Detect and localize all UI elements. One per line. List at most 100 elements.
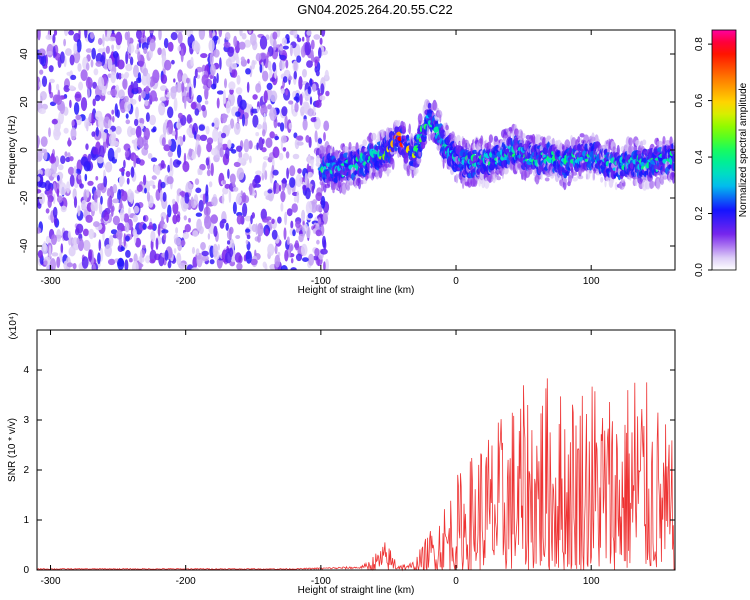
track-halo-blob: [401, 126, 407, 135]
noise-blob: [284, 249, 289, 262]
noise-blob: [141, 42, 149, 51]
track-halo-blob: [635, 139, 641, 147]
noise-blob: [150, 230, 156, 242]
noise-blob: [176, 160, 182, 165]
noise-blob: [177, 144, 182, 158]
noise-blob: [235, 111, 241, 117]
noise-blob: [85, 48, 93, 53]
bottom-x-tick-label: -300: [41, 576, 61, 587]
noise-blob: [121, 73, 124, 79]
noise-blob: [278, 60, 286, 70]
noise-blob: [245, 228, 251, 233]
noise-blob: [255, 170, 262, 176]
noise-blob: [68, 30, 75, 36]
noise-blob: [279, 54, 287, 61]
noise-blob: [191, 40, 199, 52]
noise-blob: [255, 223, 258, 236]
noise-blob: [281, 37, 287, 46]
track-core-blob: [403, 154, 409, 164]
noise-blob: [129, 56, 134, 66]
noise-blob: [60, 51, 65, 64]
noise-blob: [305, 135, 310, 143]
track-halo-blob: [350, 145, 357, 153]
noise-blob: [63, 38, 66, 47]
noise-blob: [145, 85, 150, 95]
noise-blob: [229, 173, 236, 185]
noise-blob: [211, 83, 217, 90]
noise-blob: [105, 161, 113, 173]
noise-blob: [269, 131, 276, 139]
noise-blob: [244, 215, 252, 222]
noise-blob: [82, 228, 89, 237]
noise-blob: [37, 135, 40, 149]
noise-blob: [300, 45, 306, 58]
noise-blob: [272, 62, 277, 72]
noise-blob: [105, 45, 110, 54]
noise-blob: [232, 181, 236, 188]
noise-blob: [231, 68, 238, 78]
noise-blob: [49, 155, 57, 164]
noise-blob: [282, 147, 287, 152]
noise-blob: [284, 114, 288, 129]
noise-blob: [314, 59, 319, 69]
noise-blob: [37, 250, 43, 259]
noise-blob: [93, 68, 99, 76]
noise-blob: [305, 187, 311, 200]
noise-blob: [74, 91, 82, 102]
track-halo-blob: [656, 140, 663, 146]
noise-blob: [144, 187, 147, 194]
colorbar: [711, 29, 737, 271]
track-halo-blob: [391, 158, 395, 170]
noise-blob: [73, 196, 78, 209]
noise-blob: [201, 255, 209, 262]
noise-blob: [249, 183, 253, 196]
top-x-tick-label: 100: [583, 276, 600, 287]
track-halo-blob: [434, 116, 439, 121]
noise-blob: [142, 244, 146, 249]
track-halo-blob: [450, 131, 456, 143]
top-y-tick-label: 20: [19, 96, 30, 108]
track-halo-blob: [496, 176, 502, 181]
noise-blob: [65, 156, 71, 163]
noise-blob: [123, 213, 130, 223]
top-y-tick-label: 40: [19, 48, 30, 60]
noise-blob: [313, 255, 319, 261]
noise-blob: [206, 137, 214, 145]
noise-blob: [315, 192, 323, 202]
noise-blob: [310, 117, 317, 123]
noise-blob: [225, 222, 229, 231]
noise-blob: [264, 263, 268, 270]
noise-blob: [188, 184, 194, 189]
bottom-y-tick-label: 0: [23, 565, 29, 576]
noise-blob: [85, 214, 93, 223]
noise-blob: [240, 56, 245, 62]
noise-blob: [103, 211, 110, 222]
noise-blob: [284, 211, 288, 226]
noise-blob: [270, 77, 276, 82]
noise-blob: [216, 90, 224, 95]
track-halo-blob: [664, 140, 671, 147]
noise-blob: [163, 232, 167, 241]
noise-blob: [221, 114, 229, 119]
noise-blob: [231, 149, 237, 154]
noise-blob: [302, 257, 309, 262]
noise-blob: [205, 157, 210, 166]
noise-blob: [195, 134, 201, 142]
noise-blob: [65, 48, 72, 56]
noise-blob: [227, 124, 232, 131]
noise-blob: [212, 35, 219, 41]
noise-blob: [201, 250, 209, 257]
noise-blob: [272, 146, 280, 159]
noise-blob: [104, 244, 112, 257]
noise-blob: [200, 242, 206, 251]
noise-blob: [205, 125, 210, 135]
noise-blob: [76, 237, 80, 245]
noise-blob: [323, 261, 326, 270]
noise-blob: [41, 75, 48, 87]
noise-blob: [58, 164, 64, 171]
noise-blob: [202, 84, 207, 90]
noise-blob: [289, 165, 296, 177]
noise-blob: [93, 221, 100, 228]
noise-blob: [53, 182, 56, 191]
noise-blob: [192, 126, 196, 135]
